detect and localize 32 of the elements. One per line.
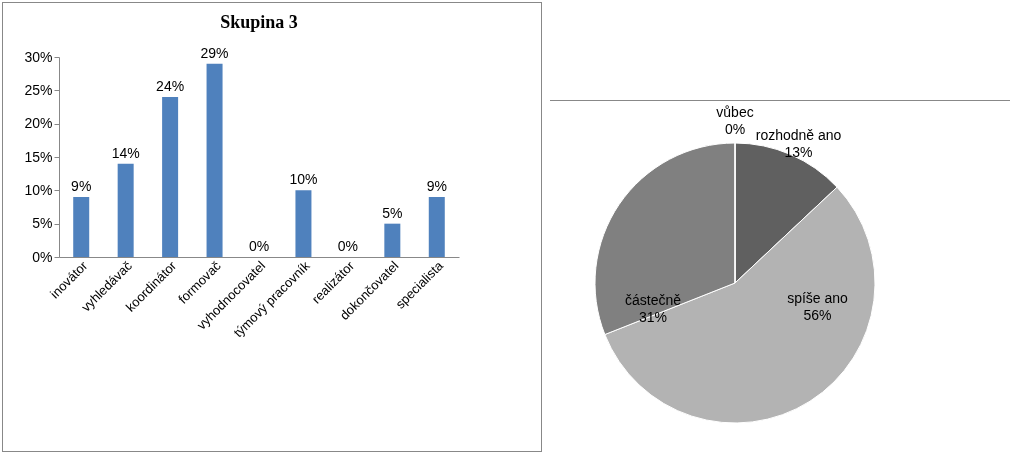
data-label: 10% (289, 171, 318, 188)
data-label: 5% (382, 204, 403, 221)
y-tick-label: 25% (24, 81, 53, 98)
data-label: 0% (248, 238, 270, 254)
data-label: 13% (784, 144, 813, 161)
data-label: 31% (639, 309, 668, 326)
chart-title: Skupina 3 (220, 11, 298, 32)
data-label: 24% (156, 78, 185, 94)
y-tick-label: 15% (24, 148, 53, 165)
y-tick-label: 5% (32, 215, 53, 232)
category-label: vůbec (716, 104, 754, 120)
bar (117, 163, 134, 257)
slice-label: částečně (625, 292, 682, 309)
text: 0% (724, 121, 746, 137)
bar (295, 190, 312, 257)
y-tick-label: 10% (24, 181, 53, 198)
bar (428, 197, 445, 257)
data-label: 29% (200, 44, 229, 61)
y-tick-label: 0% (32, 248, 53, 265)
data-label: 0% (337, 238, 359, 254)
bar (384, 223, 401, 257)
bar (206, 63, 223, 257)
bar (162, 97, 179, 257)
y-tick-label: 20% (24, 115, 53, 132)
data-label: 9% (71, 178, 92, 194)
slice-label: rozhodně ano (755, 127, 842, 144)
bar (73, 197, 90, 257)
y-tick-label: 30% (24, 48, 53, 65)
slice-label: spíše ano (787, 289, 849, 306)
data-label: 14% (111, 144, 140, 161)
data-label: 56% (803, 306, 832, 323)
data-label: 9% (426, 178, 447, 194)
